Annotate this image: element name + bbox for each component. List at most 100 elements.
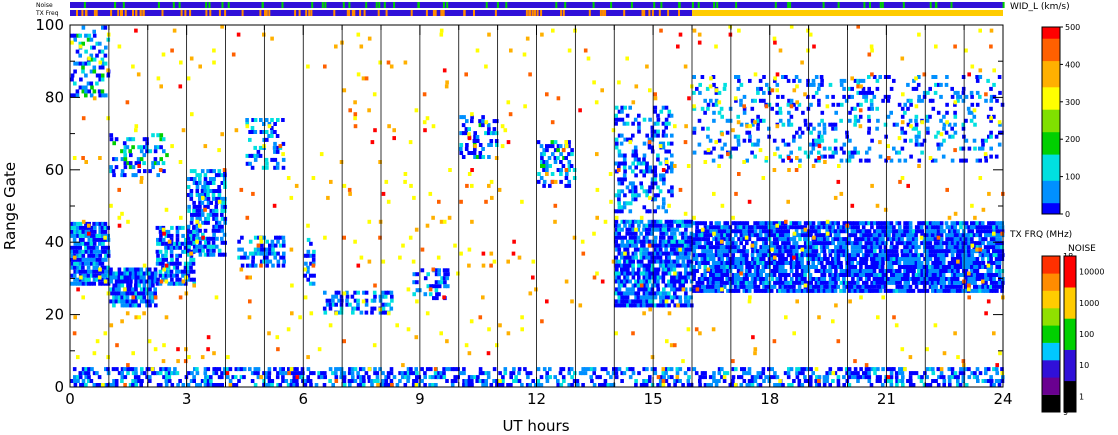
- data-point: [814, 265, 818, 269]
- data-point: [784, 233, 788, 238]
- data-point: [751, 249, 755, 254]
- data-point: [592, 371, 596, 376]
- data-point: [867, 253, 872, 258]
- data-point: [620, 379, 624, 383]
- data-point: [653, 291, 658, 296]
- data-point: [87, 281, 91, 286]
- data-point: [653, 219, 658, 224]
- txfreq-strip-tick: [333, 10, 336, 16]
- data-point: [759, 257, 763, 261]
- data-point: [112, 299, 116, 304]
- data-point: [737, 277, 741, 281]
- data-point: [864, 229, 869, 234]
- data-point: [478, 119, 482, 124]
- data-point: [828, 221, 833, 226]
- data-point: [989, 98, 994, 103]
- data-point: [853, 253, 857, 258]
- data-point: [631, 303, 635, 308]
- data-point: [959, 221, 963, 226]
- data-point: [189, 257, 193, 262]
- data-point: [100, 261, 105, 266]
- data-point: [906, 280, 910, 285]
- data-point: [678, 379, 682, 383]
- data-point: [698, 82, 702, 87]
- data-point: [562, 156, 566, 160]
- data-point: [930, 158, 935, 163]
- data-point: [995, 241, 999, 246]
- data-point: [867, 269, 871, 273]
- data-point: [656, 255, 661, 260]
- data-point: [745, 371, 749, 376]
- data-point: [233, 375, 238, 380]
- data-point: [833, 221, 838, 226]
- data-point: [753, 229, 758, 234]
- data-point: [689, 287, 693, 292]
- data-point: [920, 150, 924, 155]
- data-point: [639, 231, 643, 236]
- data-point: [784, 75, 788, 79]
- data-point: [70, 253, 75, 258]
- data-point: [819, 241, 824, 246]
- data-point: [709, 229, 713, 234]
- data-point: [740, 261, 744, 265]
- data-point: [76, 249, 80, 254]
- data-point: [622, 219, 627, 224]
- data-point: [664, 379, 669, 383]
- data-point: [145, 149, 149, 154]
- data-point: [90, 367, 94, 372]
- noise-strip-tick: [505, 2, 508, 8]
- data-point: [901, 383, 905, 387]
- data-point: [306, 379, 311, 383]
- data-point: [567, 160, 572, 164]
- data-point: [664, 223, 669, 228]
- data-point: [220, 236, 224, 241]
- data-point: [717, 367, 722, 372]
- data-point: [703, 265, 708, 269]
- data-point: [756, 371, 761, 376]
- noise-strip-tick: [261, 2, 264, 8]
- data-point: [278, 243, 283, 248]
- data-point: [861, 253, 866, 258]
- data-point: [226, 375, 230, 380]
- data-point: [728, 383, 733, 387]
- data-point: [378, 383, 383, 387]
- data-point: [801, 273, 805, 277]
- data-point: [984, 138, 988, 143]
- txfreq-strip-tick: [346, 10, 349, 16]
- data-point: [639, 181, 643, 186]
- data-point: [784, 261, 789, 265]
- data-point: [539, 176, 544, 180]
- data-point: [637, 263, 641, 268]
- data-point: [781, 245, 786, 250]
- noise-strip-tick: [713, 2, 716, 8]
- data-point: [628, 299, 633, 304]
- data-point: [964, 249, 969, 254]
- data-point: [914, 241, 918, 246]
- data-point: [589, 375, 593, 380]
- data-point: [90, 229, 94, 234]
- data-point: [203, 220, 208, 225]
- data-point: [87, 277, 91, 282]
- data-point: [811, 94, 816, 99]
- data-point: [886, 237, 891, 242]
- data-point: [853, 375, 858, 380]
- data-point: [192, 236, 196, 241]
- txfreq-strip-label: TX Freq: [35, 10, 59, 17]
- data-point: [781, 241, 785, 246]
- data-point: [850, 371, 855, 376]
- data-point: [956, 257, 960, 261]
- txfreq-strip-tick: [604, 10, 607, 16]
- data-point: [686, 219, 691, 224]
- data-point: [289, 371, 294, 376]
- data-point: [867, 241, 871, 246]
- data-point: [492, 367, 497, 372]
- data-point: [803, 241, 808, 246]
- data-point: [820, 288, 824, 293]
- data-point: [964, 237, 969, 242]
- data-point: [900, 277, 905, 281]
- data-point: [708, 375, 713, 380]
- data-point: [154, 161, 158, 166]
- data-point: [256, 375, 261, 380]
- data-point: [661, 239, 666, 244]
- data-point: [86, 273, 91, 278]
